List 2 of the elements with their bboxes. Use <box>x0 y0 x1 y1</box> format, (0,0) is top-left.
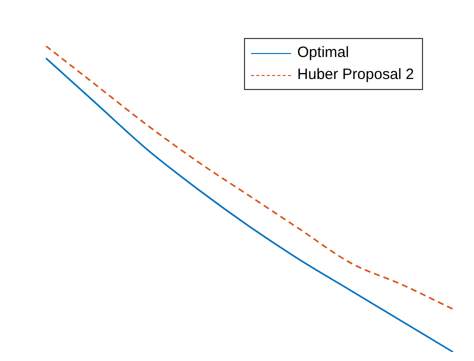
legend-label: Optimal <box>297 43 349 63</box>
legend-label: Huber Proposal 2 <box>297 65 414 85</box>
